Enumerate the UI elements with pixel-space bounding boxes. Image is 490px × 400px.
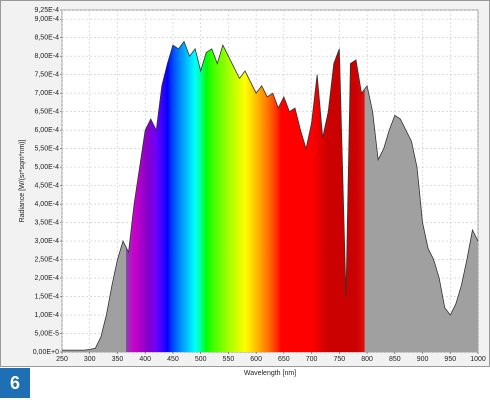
x-tick-label: 400 — [139, 356, 151, 363]
x-tick-label: 250 — [56, 356, 68, 363]
y-tick-label: 0,00E+0 — [33, 349, 59, 356]
spectrum-line — [62, 40, 479, 351]
x-tick-label: 950 — [444, 356, 456, 363]
x-tick-label: 600 — [250, 356, 262, 363]
y-tick-label: 3,00E-4 — [34, 238, 59, 245]
x-tick-label: 1000 — [470, 356, 486, 363]
y-tick-label: 4,00E-4 — [34, 201, 59, 208]
y-tick-label: 9,25E-4 — [34, 7, 59, 14]
spectrum-area — [62, 41, 478, 353]
y-tick-label: 5,00E-4 — [34, 164, 59, 171]
y-axis-title: Radiance [W/(sr*sqm*nm)] — [19, 140, 26, 223]
x-tick-label: 450 — [167, 356, 179, 363]
y-tick-label: 2,00E-4 — [34, 275, 59, 282]
y-tick-label: 2,50E-4 — [34, 256, 59, 263]
x-tick-label: 750 — [333, 356, 345, 363]
y-tick-label: 3,50E-4 — [34, 219, 59, 226]
x-tick-label: 900 — [417, 356, 429, 363]
y-tick-label: 5,00E-5 — [34, 330, 59, 337]
y-tick-label: 6,50E-4 — [34, 109, 59, 116]
x-tick-label: 500 — [195, 356, 207, 363]
x-tick-label: 850 — [389, 356, 401, 363]
x-tick-label: 300 — [84, 356, 96, 363]
x-tick-label: 550 — [223, 356, 235, 363]
x-tick-label: 650 — [278, 356, 290, 363]
y-tick-label: 1,00E-4 — [34, 312, 59, 319]
y-tick-label: 8,00E-4 — [34, 53, 59, 60]
y-tick-label: 7,00E-4 — [34, 90, 59, 97]
y-tick-label: 8,50E-4 — [34, 35, 59, 42]
y-tick-label: 9,00E-4 — [34, 16, 59, 23]
x-tick-label: 700 — [306, 356, 318, 363]
x-tick-label: 800 — [361, 356, 373, 363]
x-axis-title: Wavelength [nm] — [244, 370, 296, 377]
y-tick-label: 6,00E-4 — [34, 127, 59, 134]
y-tick-label: 4,50E-4 — [34, 182, 59, 189]
y-tick-label: 1,50E-4 — [34, 293, 59, 300]
badge — [0, 368, 30, 398]
badge-label: 6 — [10, 373, 20, 393]
y-tick-label: 7,50E-4 — [34, 72, 59, 79]
x-tick-label: 350 — [112, 356, 124, 363]
y-tick-label: 5,50E-4 — [34, 145, 59, 152]
